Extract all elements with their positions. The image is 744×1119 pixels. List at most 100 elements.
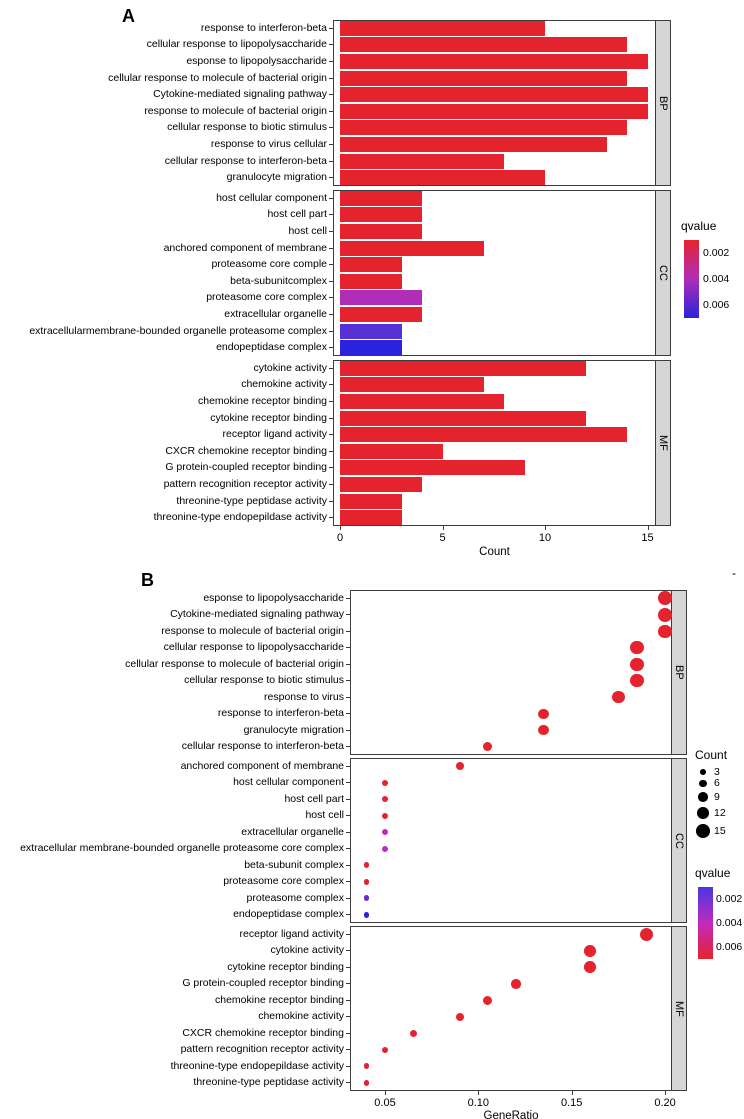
x-tick [478,1091,480,1095]
dot [455,1012,464,1021]
facet-label: MF [673,1000,685,1017]
category-label: cytokine activity [270,944,344,957]
category-label: host cell [305,809,344,822]
facet-panel [350,926,672,1091]
y-tick [329,94,333,96]
facet-label: CC [657,265,669,281]
y-tick [346,950,350,952]
category-label: chemokine receptor binding [215,993,344,1006]
y-tick [346,897,350,899]
category-label: G protein-coupled receptor binding [165,461,327,474]
bar [340,37,627,53]
y-tick [346,746,350,748]
dot [409,1029,417,1037]
y-tick [329,160,333,162]
x-tick-label: 0.20 [654,1097,676,1109]
dot [363,862,370,869]
x-tick-label: 0.05 [374,1097,396,1109]
y-tick [329,517,333,519]
y-tick [329,77,333,79]
bar [340,493,402,509]
y-tick [346,614,350,616]
facet-label: BP [673,665,685,680]
dot [483,995,493,1005]
y-tick [329,177,333,179]
category-label: granulocyte migration [243,723,344,736]
category-label: threonine-type peptidase activity [176,494,327,507]
y-tick [346,1049,350,1051]
y-tick [329,197,333,199]
category-label: receptor ligand activity [239,927,344,940]
bar [340,70,627,86]
y-tick [329,330,333,332]
y-tick [346,782,350,784]
size-legend-dot [700,769,706,775]
facet-label: BP [657,95,669,111]
bar [340,224,422,239]
category-label: anchored component of membrane [180,759,344,772]
y-tick [329,417,333,419]
bar [340,427,627,443]
y-tick [346,798,350,800]
dot [538,725,549,736]
x-tick [340,526,341,530]
dot [630,674,644,688]
category-label: Cytokine-mediated signaling pathway [170,608,344,621]
bar [340,410,586,426]
legend-tick-label: 0.004 [716,917,743,929]
y-tick [329,110,333,112]
category-label: proteasome core comple [211,258,327,271]
y-tick [329,450,333,452]
bar [340,323,402,339]
category-label: cellular response to biotic stimulus [167,121,327,134]
y-tick [329,347,333,349]
x-tick-label: 5 [439,532,446,544]
bar [340,307,422,322]
category-label: host cell part [284,792,344,805]
x-tick [571,1091,573,1095]
category-label: response to interferon-beta [200,21,327,34]
dot [658,591,672,606]
x-tick [545,526,546,530]
bar [340,477,422,492]
y-tick [329,484,333,485]
category-label: beta-subunitcomplex [230,274,327,287]
category-label: threonine-type endopepildase activity [170,1059,344,1072]
y-tick [346,663,350,665]
legend-gradient [698,887,713,959]
dot [363,1063,370,1070]
x-tick-label: 0 [336,532,344,544]
size-legend-dot [698,792,708,803]
category-label: cellular response to molecule of bacteri… [108,71,327,84]
category-label: CXCR chemokine receptor binding [182,1026,344,1039]
y-tick [346,680,350,682]
facet-strip: CC [671,758,687,923]
dot [538,708,549,719]
y-tick [329,44,333,46]
y-tick [346,831,350,833]
x-tick-label: 0.10 [467,1097,490,1109]
y-tick [346,933,350,935]
y-tick [346,864,350,866]
dot [630,657,644,671]
dot [363,895,370,902]
bar [340,340,402,356]
bar [340,20,545,36]
category-label: cellular response to lipopolysaccharide [146,38,327,51]
dot [363,1079,370,1086]
y-tick [329,434,333,436]
stray-mark: - [732,566,736,580]
x-tick-label: 15 [641,532,654,544]
dot [381,779,389,786]
y-tick [329,127,333,129]
bar [340,377,484,393]
bar [340,54,648,69]
category-label: anchored component of membrane [163,241,327,254]
category-label: threonine-type peptidase activity [193,1076,344,1089]
bar [340,207,422,223]
y-tick [346,1016,350,1018]
y-tick [346,815,350,817]
size-legend-label: 6 [714,777,720,790]
category-label: esponse to lipopolysaccharide [186,55,327,67]
dot [630,641,644,655]
